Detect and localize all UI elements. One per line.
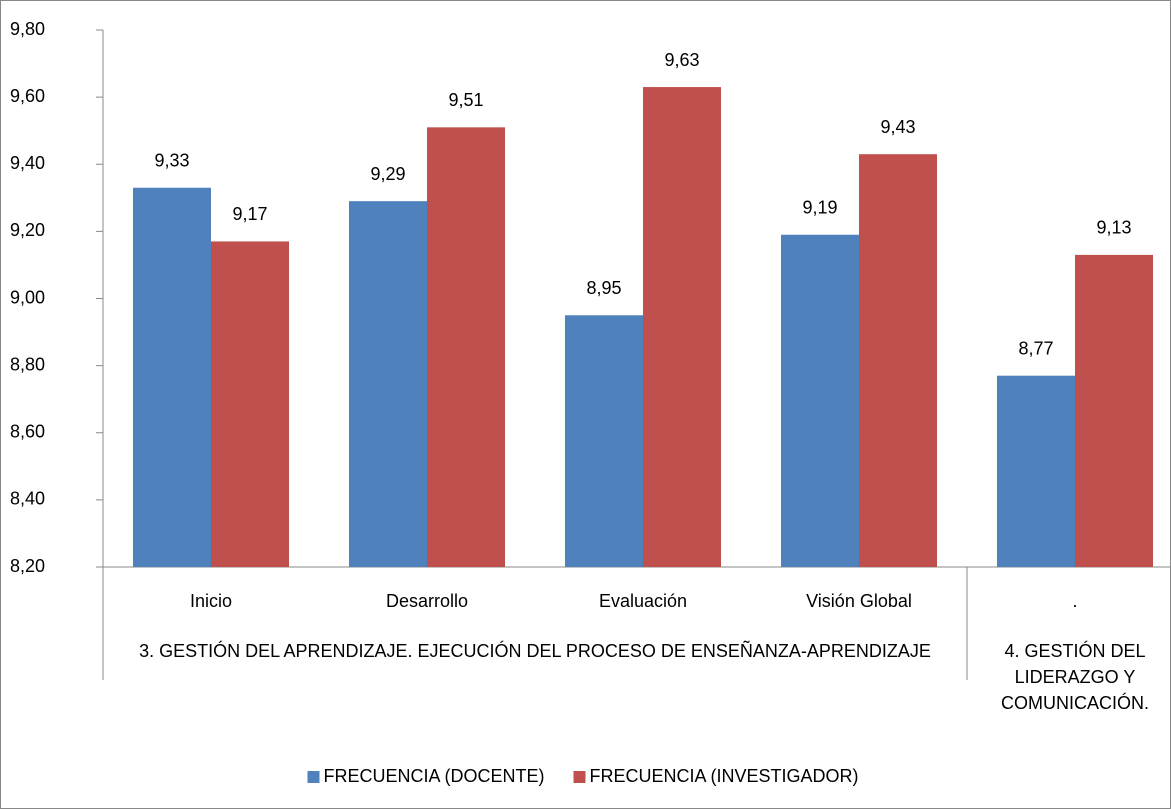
group-label: 4. GESTIÓN DEL LIDERAZGO Y COMUNICACIÓN. [1001,641,1149,713]
group-label: 3. GESTIÓN DEL APRENDIZAJE. EJECUCIÓN DE… [139,641,931,661]
y-tick-label: 9,80 [10,19,45,39]
y-tick-label: 9,40 [10,153,45,173]
legend-label: FRECUENCIA (DOCENTE) [324,766,545,786]
data-label: 8,95 [586,278,621,298]
data-label: 9,29 [370,164,405,184]
bar [1075,254,1153,567]
x-tick-label: Desarrollo [386,591,468,611]
legend-label: FRECUENCIA (INVESTIGADOR) [590,766,859,786]
y-tick-label: 8,60 [10,422,45,442]
bar [859,154,937,567]
bar [133,187,211,567]
data-label: 9,63 [664,50,699,70]
data-label: 9,43 [880,117,915,137]
legend-swatch [307,771,320,783]
x-tick-label: Evaluación [599,591,687,611]
bar [643,87,721,568]
data-label: 9,19 [802,197,837,217]
data-label: 9,17 [232,204,267,224]
y-tick-label: 9,00 [10,287,45,307]
data-label: 9,13 [1096,218,1131,238]
bar [565,315,643,567]
bar [781,234,859,567]
y-tick-label: 8,80 [10,354,45,374]
bar [427,127,505,568]
y-tick-label: 8,40 [10,489,45,509]
data-label: 9,51 [448,90,483,110]
y-tick-label: 8,20 [10,556,45,576]
x-tick-label: Visión Global [806,591,912,611]
y-tick-label: 9,60 [10,86,45,106]
x-tick-label: Inicio [190,591,232,611]
data-label: 8,77 [1018,338,1053,358]
data-label: 9,33 [154,150,189,170]
legend-swatch [573,771,586,783]
bar [997,375,1075,567]
bar [211,241,289,567]
bar [349,201,427,567]
x-tick-label: . [1072,591,1077,611]
y-tick-label: 9,20 [10,220,45,240]
